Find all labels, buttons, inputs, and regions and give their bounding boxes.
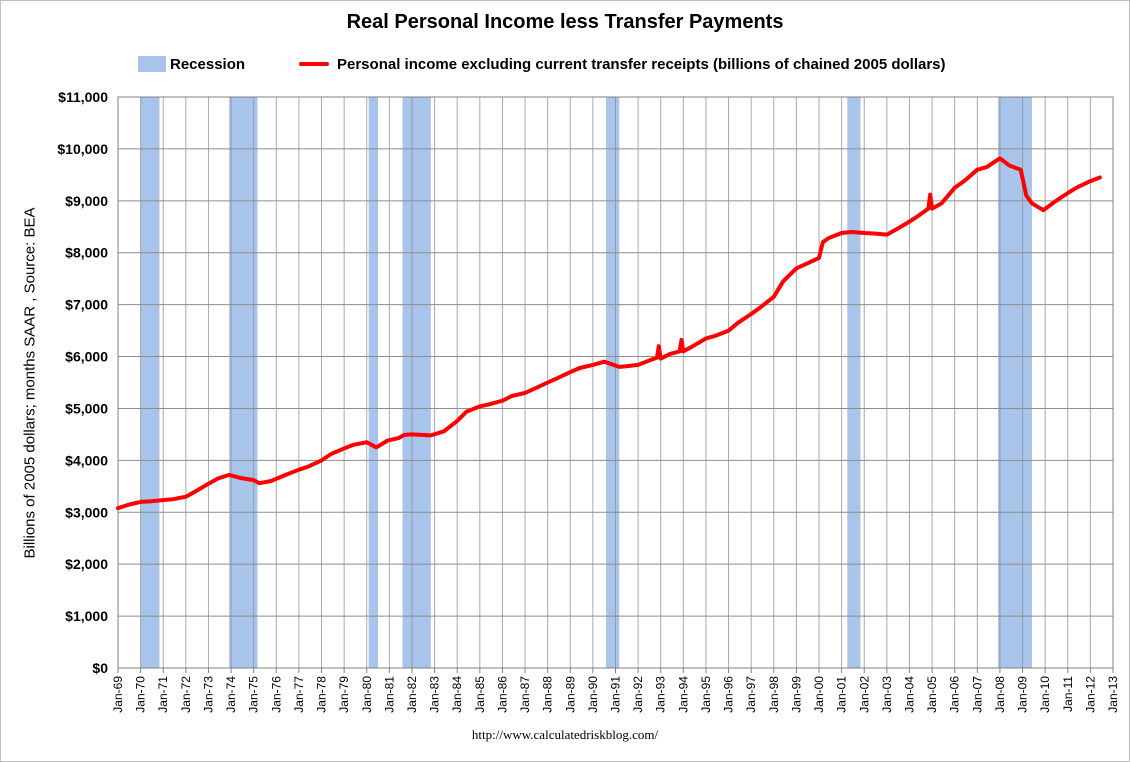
x-tick-label: Jan-09 xyxy=(1016,676,1030,713)
x-tick-label: Jan-91 xyxy=(609,676,623,713)
legend-recession: Recession xyxy=(138,54,245,74)
y-tick-label: $2,000 xyxy=(65,556,108,572)
x-tick-label: Jan-74 xyxy=(224,676,238,713)
legend-series: Personal income excluding current transf… xyxy=(299,54,946,74)
x-tick-label: Jan-01 xyxy=(835,676,849,713)
x-tick-label: Jan-07 xyxy=(970,676,984,713)
x-tick-label: Jan-75 xyxy=(247,676,261,713)
x-tick-label: Jan-80 xyxy=(360,676,374,713)
y-tick-label: $8,000 xyxy=(65,245,108,261)
x-tick-label: Jan-13 xyxy=(1106,676,1120,713)
x-tick-label: Jan-71 xyxy=(156,676,170,713)
x-tick-label: Jan-79 xyxy=(337,676,351,713)
x-tick-label: Jan-77 xyxy=(292,676,306,713)
recession-band xyxy=(140,97,160,668)
x-tick-label: Jan-94 xyxy=(676,676,690,713)
x-tick-label: Jan-83 xyxy=(428,676,442,713)
x-tick-label: Jan-00 xyxy=(812,676,826,713)
y-tick-label: $3,000 xyxy=(65,504,108,520)
x-tick-label: Jan-08 xyxy=(993,676,1007,713)
legend-series-label: Personal income excluding current transf… xyxy=(337,55,946,73)
x-tick-label: Jan-73 xyxy=(201,676,215,713)
x-tick-label: Jan-12 xyxy=(1083,676,1097,713)
y-tick-label: $0 xyxy=(92,660,108,676)
x-tick-label: Jan-86 xyxy=(495,676,509,713)
legend-recession-swatch xyxy=(138,56,166,72)
recession-band xyxy=(606,97,620,668)
y-tick-label: $1,000 xyxy=(65,608,108,624)
y-tick-label: $11,000 xyxy=(58,89,108,105)
y-tick-label: $6,000 xyxy=(65,349,108,365)
x-tick-label: Jan-04 xyxy=(902,676,916,713)
x-tick-label: Jan-92 xyxy=(631,676,645,713)
x-tick-label: Jan-95 xyxy=(699,676,713,713)
x-tick-label: Jan-82 xyxy=(405,676,419,713)
x-tick-label: Jan-98 xyxy=(767,676,781,713)
x-tick-label: Jan-84 xyxy=(450,676,464,713)
x-tick-label: Jan-85 xyxy=(473,676,487,713)
x-tick-label: Jan-03 xyxy=(880,676,894,713)
x-tick-label: Jan-10 xyxy=(1038,676,1052,713)
x-tick-label: Jan-02 xyxy=(857,676,871,713)
recession-band xyxy=(847,97,861,668)
series-line xyxy=(116,156,1102,511)
x-tick-label: Jan-87 xyxy=(518,676,532,713)
recession-band xyxy=(402,97,431,668)
recession-band xyxy=(229,97,258,668)
x-tick-label: Jan-81 xyxy=(382,676,396,713)
recession-band xyxy=(998,97,1032,668)
legend-recession-label: Recession xyxy=(170,55,246,73)
legend-series-swatch xyxy=(299,62,329,66)
y-tick-label: $5,000 xyxy=(65,400,108,416)
source-url: http://www.calculatedriskblog.com/ xyxy=(471,727,659,742)
x-tick-label: Jan-93 xyxy=(654,676,668,713)
x-tick-label: Jan-11 xyxy=(1061,676,1075,712)
y-tick-label: $9,000 xyxy=(65,193,108,209)
x-tick-label: Jan-05 xyxy=(925,676,939,713)
x-tick-label: Jan-72 xyxy=(179,676,193,713)
x-tick-label: Jan-96 xyxy=(722,676,736,713)
y-tick-label: $4,000 xyxy=(65,452,108,468)
chart-title: Real Personal Income less Transfer Payme… xyxy=(346,11,784,33)
x-tick-label: Jan-99 xyxy=(789,676,803,713)
x-tick-label: Jan-70 xyxy=(134,676,148,713)
y-tick-label: $10,000 xyxy=(57,141,108,157)
x-tick-label: Jan-78 xyxy=(315,676,329,713)
x-tick-label: Jan-90 xyxy=(586,676,600,713)
x-tick-label: Jan-97 xyxy=(744,676,758,713)
x-tick-label: Jan-88 xyxy=(541,676,555,713)
recession-band xyxy=(368,97,379,668)
x-tick-label: Jan-89 xyxy=(563,676,577,713)
x-tick-label: Jan-06 xyxy=(948,676,962,713)
x-tick-label: Jan-76 xyxy=(269,676,283,713)
x-tick-label: Jan-69 xyxy=(111,676,125,713)
y-tick-label: $7,000 xyxy=(65,297,108,313)
